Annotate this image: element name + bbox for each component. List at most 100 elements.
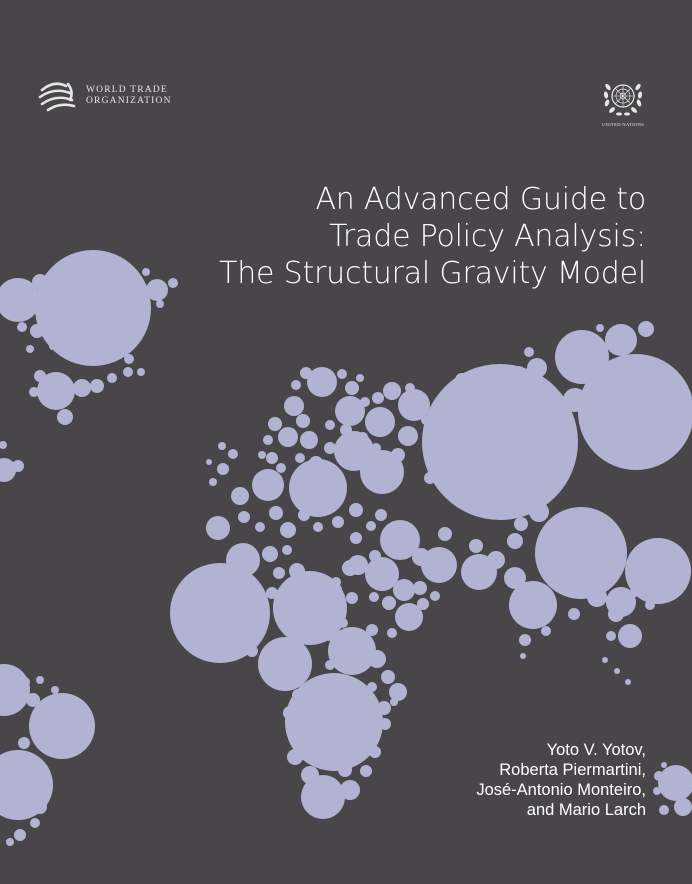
map-bubble [307,367,337,397]
map-bubble [49,342,57,350]
map-bubble [6,838,14,846]
map-bubble [555,330,609,384]
map-bubble [369,550,381,562]
wto-name-line2: Organization [86,96,172,106]
map-bubble [26,693,40,707]
map-bubble [146,279,168,301]
map-bubble [393,579,415,601]
map-bubble [412,548,430,566]
map-bubble [226,543,260,577]
map-bubble [282,545,292,555]
map-bubble [170,563,270,663]
wto-name: World Trade Organization [86,85,172,107]
map-bubble [292,727,304,739]
map-bubble [295,453,305,463]
map-bubble [296,414,310,428]
map-bubble [20,677,30,687]
map-bubble [332,516,344,528]
map-bubble [645,600,655,610]
map-bubble [625,679,631,685]
title-line-1: An Advanced Guide to [315,182,646,217]
un-name: UNITED NATIONS [601,122,645,127]
map-bubble [596,324,604,332]
map-bubble [26,345,34,353]
map-bubble [365,557,399,591]
author-line: Roberta Piermartini, [499,761,646,779]
map-bubble [605,324,637,356]
map-bubble [606,587,636,617]
map-bubble [614,561,622,569]
map-bubble [618,624,642,648]
map-bubble [398,389,430,421]
map-bubble [365,407,395,437]
map-bubble [156,300,164,308]
map-bubble [37,372,75,410]
map-bubble [659,805,669,815]
map-bubble [29,387,39,397]
wto-logo: World Trade Organization [38,78,172,114]
title-line-2: Trade Policy Analysis: [329,219,646,254]
map-bubble [435,397,449,411]
map-bubble [382,596,396,610]
un-emblem-icon [603,83,643,116]
map-bubble [325,420,335,430]
map-bubble [124,354,134,364]
map-bubble [390,698,398,706]
map-bubble [661,762,667,768]
map-bubble [33,800,47,814]
map-bubble [455,373,469,387]
map-bubble [535,507,627,599]
map-bubble [469,539,483,553]
title-line-3: The Structural Gravity Model [219,256,646,291]
map-bubble [337,369,347,379]
map-bubble [375,509,387,521]
map-bubble [268,417,282,431]
map-bubble [371,443,381,453]
map-bubble [356,374,364,382]
map-bubble [335,396,365,426]
map-bubble [658,765,692,801]
map-bubble [291,380,301,390]
map-bubble [276,463,286,473]
map-bubble [17,322,27,332]
map-bubble [519,634,531,646]
map-bubble [280,522,296,538]
map-bubble [653,787,661,795]
map-bubble [30,324,44,338]
map-bubble [338,763,352,777]
map-bubble [324,442,336,454]
map-bubble [231,487,249,505]
map-bubble [289,459,347,517]
map-bubble [57,409,73,425]
map-bubble [206,459,212,465]
map-bubble [398,426,418,446]
map-bubble [424,472,436,484]
map-bubble [289,563,305,579]
map-bubble [360,397,370,407]
map-bubble [266,587,278,599]
map-bubble [625,538,691,604]
map-bubble [421,415,431,425]
map-bubble [123,367,133,377]
map-bubble [246,645,258,657]
wto-name-line1: World Trade [86,85,168,95]
map-bubble [340,780,360,800]
map-bubble [367,682,377,692]
author-line: José-Antonio Monteiro, [476,781,646,799]
map-bubble [513,366,525,378]
map-bubble [51,686,59,694]
map-bubble [504,567,526,589]
map-bubble [446,387,456,397]
map-bubble [614,668,620,674]
map-bubble [602,657,608,663]
map-bubble [32,274,48,290]
map-bubble [0,278,40,322]
map-bubble [509,581,557,629]
map-bubble [366,624,378,636]
author-list: Yoto V. Yotov, Roberta Piermartini, José… [476,740,646,820]
map-bubble [255,522,265,532]
map-bubble [578,354,692,470]
map-bubble [14,829,26,841]
map-bubble [387,628,397,638]
